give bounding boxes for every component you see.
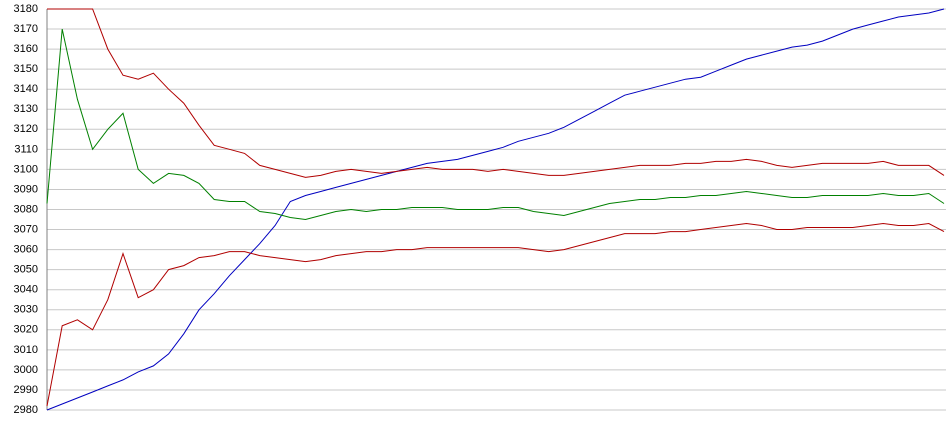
y-tick-label: 3000	[14, 364, 38, 376]
y-tick-label: 3180	[14, 3, 38, 15]
y-tick-label: 3010	[14, 344, 38, 356]
y-tick-label: 2990	[14, 384, 38, 396]
series-line	[46, 222, 945, 407]
y-tick-label: 3120	[14, 123, 38, 135]
y-tick-label: 3070	[14, 223, 38, 235]
y-tick-label: 3100	[14, 163, 38, 175]
y-tick-label: 3060	[14, 244, 38, 256]
y-tick-label: 3130	[14, 103, 38, 115]
series-line	[46, 28, 945, 221]
y-tick-label: 3140	[14, 83, 38, 95]
y-tick-label: 3050	[14, 264, 38, 276]
y-tick-label: 3030	[14, 304, 38, 316]
y-tick-label: 3090	[14, 183, 38, 195]
y-tick-label: 3160	[14, 43, 38, 55]
y-tick-label: 3020	[14, 324, 38, 336]
y-tick-label: 2980	[14, 404, 38, 416]
y-tick-label: 3080	[14, 203, 38, 215]
y-tick-label: 3170	[14, 23, 38, 35]
y-tick-label: 3110	[14, 143, 38, 155]
y-tick-label: 3150	[14, 63, 38, 75]
series-line	[46, 8, 945, 411]
y-tick-label: 3040	[14, 284, 38, 296]
series-line	[47, 8, 945, 178]
